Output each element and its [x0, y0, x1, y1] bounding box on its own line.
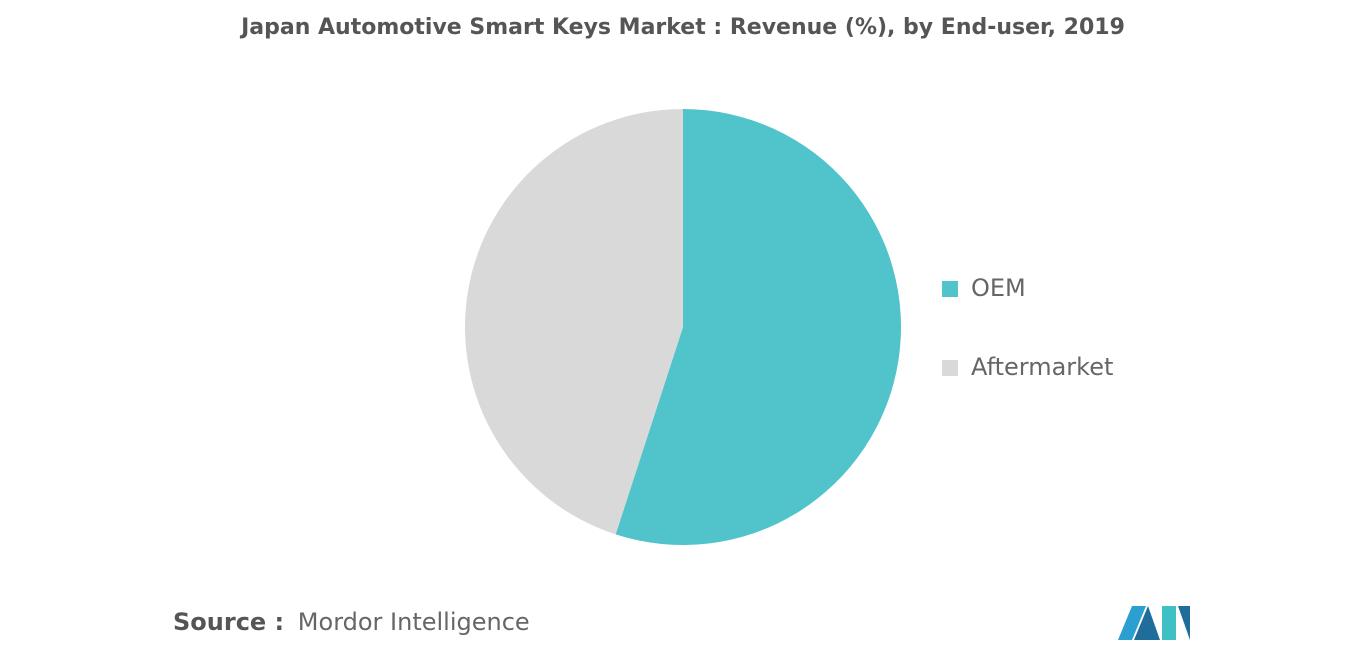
- legend-swatch: [942, 360, 958, 376]
- legend-label: Aftermarket: [971, 353, 1113, 381]
- source-label: Source :: [173, 608, 284, 636]
- source: Source : Mordor Intelligence: [173, 608, 530, 636]
- legend-swatch: [942, 281, 958, 297]
- legend-label: OEM: [971, 274, 1026, 302]
- logo: [1118, 606, 1190, 640]
- pie-slice: [615, 109, 902, 545]
- pie-slice: [465, 109, 683, 535]
- chart-title: Japan Automotive Smart Keys Market : Rev…: [239, 15, 1125, 40]
- source-text: Mordor Intelligence: [298, 608, 530, 636]
